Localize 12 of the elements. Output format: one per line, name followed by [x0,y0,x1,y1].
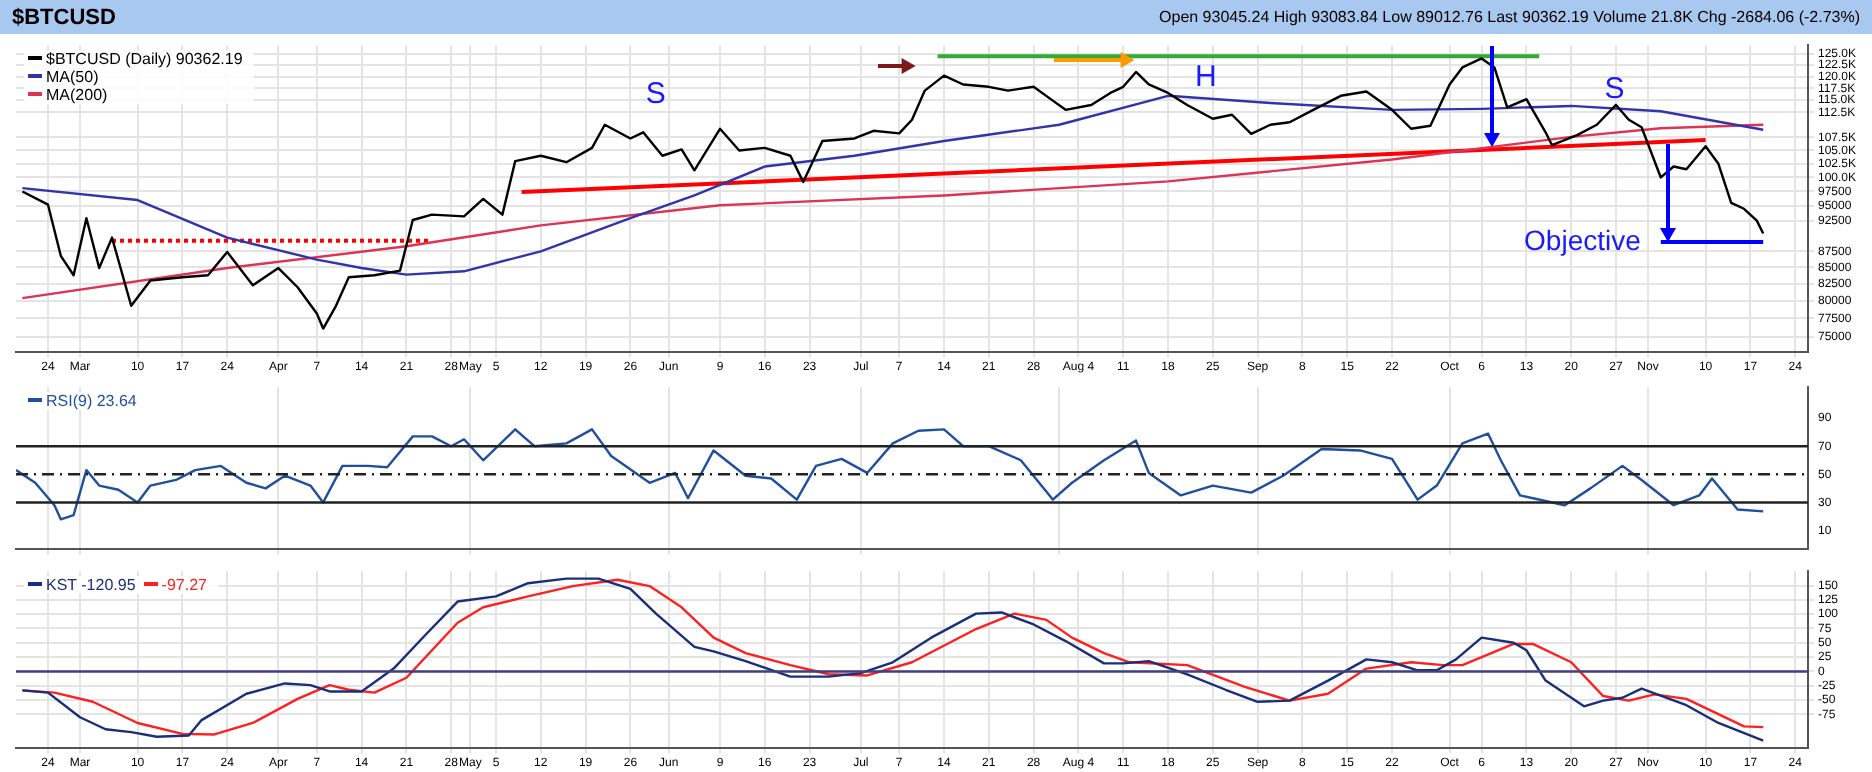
legend-label: $BTCUSD (Daily) 90362.19 [46,49,243,68]
legend-label: MA(200) [46,85,108,104]
legend-label: KST -120.95 [46,575,136,594]
legend-label: MA(50) [46,67,99,86]
annotation: H [1195,59,1217,94]
chart-subtitle: Open 93045.24 High 93083.84 Low 89012.76 Last 90362.19 Volume 21.8K Chg -2684.06 (-2.73%) [1159,8,1860,26]
chart-title: $BTCUSD [12,5,116,29]
annotation: Objective [1524,223,1642,256]
legend-label: RSI(9) 23.64 [46,391,137,410]
legend-label: -97.27 [161,575,207,594]
annotation: S [645,76,666,111]
annotation: S [1604,71,1625,106]
